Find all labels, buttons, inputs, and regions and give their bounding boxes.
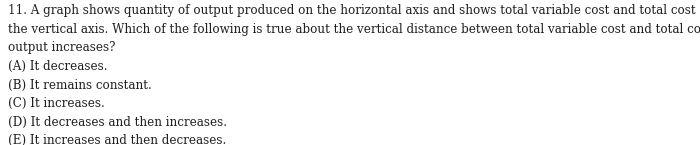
Text: 11. A graph shows quantity of output produced on the horizontal axis and shows t: 11. A graph shows quantity of output pro…	[8, 4, 700, 17]
Text: (E) It increases and then decreases.: (E) It increases and then decreases.	[8, 134, 227, 145]
Text: (C) It increases.: (C) It increases.	[8, 97, 105, 110]
Text: (A) It decreases.: (A) It decreases.	[8, 60, 108, 73]
Text: (D) It decreases and then increases.: (D) It decreases and then increases.	[8, 116, 228, 129]
Text: output increases?: output increases?	[8, 41, 116, 55]
Text: the vertical axis. Which of the following is true about the vertical distance be: the vertical axis. Which of the followin…	[8, 23, 700, 36]
Text: (B) It remains constant.: (B) It remains constant.	[8, 79, 152, 92]
